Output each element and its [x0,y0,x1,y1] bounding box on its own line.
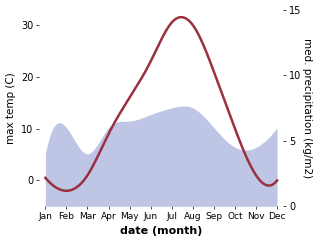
Y-axis label: max temp (C): max temp (C) [5,72,16,144]
Y-axis label: med. precipitation (kg/m2): med. precipitation (kg/m2) [302,38,313,178]
X-axis label: date (month): date (month) [120,227,203,236]
